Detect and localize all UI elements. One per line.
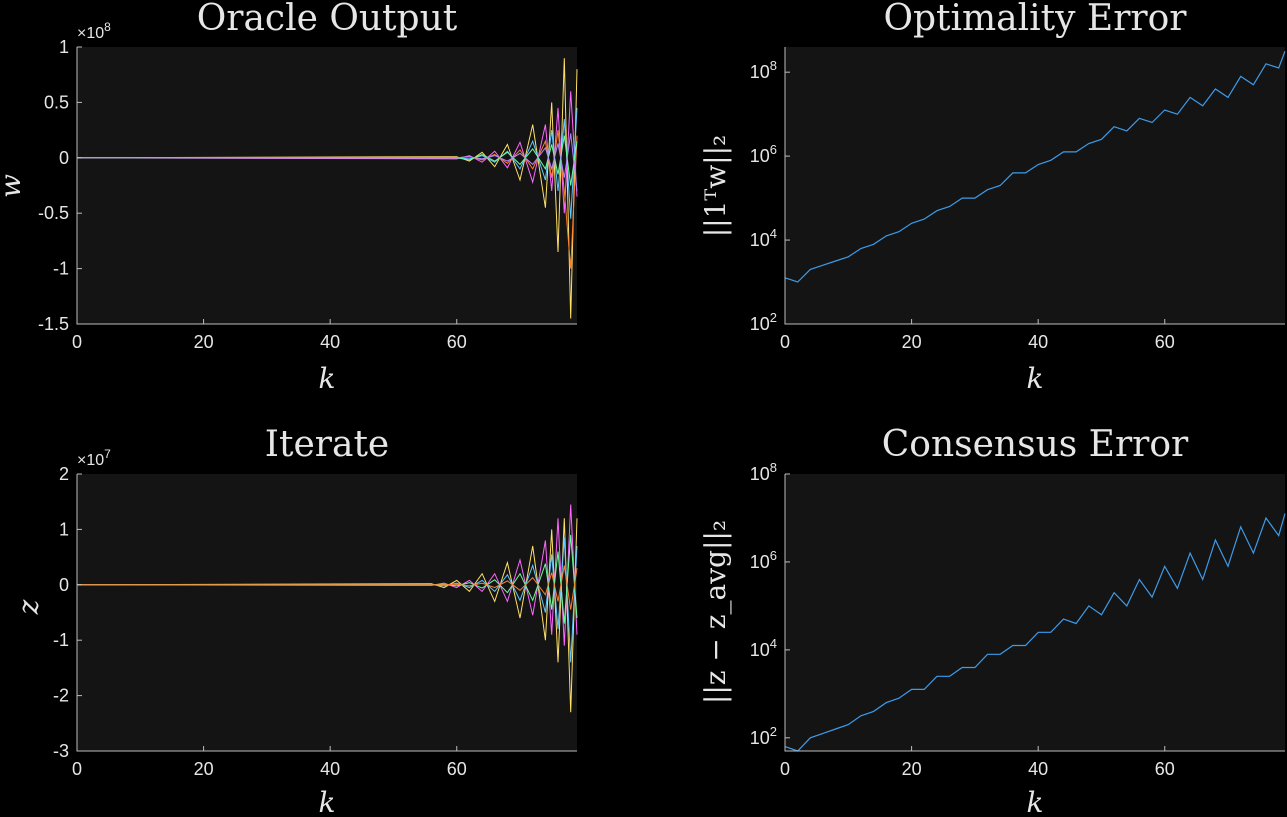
series-line (784, 50, 1286, 283)
x-tick-label: 0 (72, 332, 82, 352)
y-tick-label: -1.5 (38, 314, 69, 334)
x-tick-label: 0 (72, 759, 82, 779)
y-tick-label: -0.5 (38, 203, 69, 223)
y-tick-label: 108 (750, 58, 777, 82)
series-line (76, 58, 578, 319)
x-tick-label: 60 (1155, 332, 1175, 352)
x-tick-label: 40 (1028, 759, 1048, 779)
x-tick-label: 60 (447, 332, 467, 352)
chart-title: Oracle Output (197, 0, 458, 39)
x-tick-label: 20 (902, 759, 922, 779)
y-tick-label: 106 (750, 142, 777, 166)
chart-marks (784, 50, 1286, 283)
x-tick-label: 20 (194, 759, 214, 779)
x-tick-label: 0 (780, 759, 790, 779)
chart-title: Iterate (265, 424, 389, 465)
x-tick-label: 60 (1155, 759, 1175, 779)
y-axis-label: ||1ᵀw||₂ (699, 135, 732, 238)
tick-labels: 0 20 40 60 2 1 0 -1 -2 -3 (53, 464, 467, 779)
y-tick-label: 2 (59, 464, 69, 484)
tick-labels: 0 20 40 60 102 104 106 108 (750, 460, 1175, 779)
plot-area (77, 47, 577, 324)
exponent-label: ×108 (77, 20, 111, 42)
panel-iterate: Iterate 0 20 40 60 2 1 0 -1 -2 -3 ×107 k z (12, 424, 578, 817)
x-tick-label: 40 (320, 332, 340, 352)
chart-marks (76, 504, 578, 713)
series-line (77, 565, 578, 610)
series-line (77, 135, 578, 186)
y-axis-label: w (0, 174, 27, 198)
x-tick-label: 40 (1028, 332, 1048, 352)
y-tick-label: -1 (53, 259, 69, 279)
x-tick-label: 20 (194, 332, 214, 352)
series-line (77, 133, 578, 192)
panel-consensus-error: Consensus Error 0 20 40 60 102 104 106 108 k ||… (699, 424, 1286, 817)
exponent-label: ×107 (77, 447, 111, 469)
y-tick-label: 0 (59, 575, 69, 595)
x-tick-label: 0 (780, 332, 790, 352)
y-tick-label: 104 (750, 226, 777, 250)
plot-area (785, 47, 1285, 324)
x-axis-label: k (319, 362, 336, 395)
y-tick-label: -3 (53, 741, 69, 761)
tick-labels: 0 20 40 60 1 0.5 0 -0.5 -1 -1.5 (38, 37, 467, 352)
plot-area (785, 474, 1285, 751)
chart-title: Consensus Error (882, 424, 1189, 465)
series-line (77, 534, 578, 624)
y-tick-label: 102 (750, 724, 777, 748)
y-tick-label: 0 (59, 148, 69, 168)
y-tick-label: 108 (750, 460, 777, 484)
plot-area (77, 474, 577, 751)
chart-marks (784, 513, 1286, 752)
series-line (784, 513, 1286, 752)
tick-labels: 0 20 40 60 102 104 106 108 (750, 58, 1175, 352)
y-tick-label: -1 (53, 630, 69, 650)
x-tick-label: 40 (320, 759, 340, 779)
y-tick-label: 102 (750, 310, 777, 334)
panel-oracle-output: Oracle Output 0 20 40 60 1 0.5 0 -0.5 -1 -1.5 ×10… (0, 0, 578, 395)
y-tick-label: 0.5 (44, 92, 69, 112)
chart-marks (76, 58, 578, 319)
y-axis-label: z (12, 599, 45, 615)
chart-title: Optimality Error (884, 0, 1188, 39)
x-tick-label: 60 (447, 759, 467, 779)
x-axis-label: k (1027, 786, 1044, 817)
y-tick-label: -2 (53, 686, 69, 706)
x-axis-label: k (319, 786, 336, 817)
x-axis-label: k (1027, 362, 1044, 395)
x-tick-label: 20 (902, 332, 922, 352)
y-tick-label: 1 (59, 519, 69, 539)
panel-optimality-error: Optimality Error 0 20 40 60 102 104 106 108 k |… (699, 0, 1286, 395)
y-tick-label: 1 (59, 37, 69, 57)
y-tick-label: 106 (750, 548, 777, 572)
y-axis-label: ||z − z_avg||₂ (699, 520, 732, 704)
series-line (77, 107, 578, 219)
y-tick-label: 104 (750, 636, 777, 660)
